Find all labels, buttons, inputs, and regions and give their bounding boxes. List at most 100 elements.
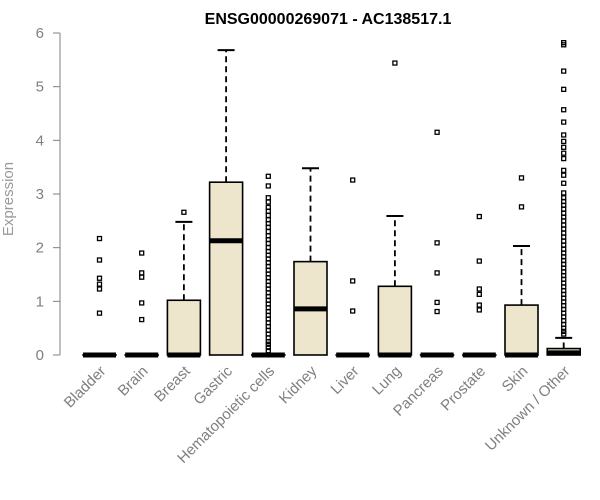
box-group (461, 213, 497, 358)
x-category-label: Breast (151, 362, 194, 405)
outlier-point (476, 307, 482, 313)
outlier-point (265, 341, 271, 347)
outlier-point (476, 302, 482, 308)
outlier-point (265, 224, 271, 230)
outlier-point (265, 199, 271, 205)
outlier-point (265, 195, 271, 201)
outlier-point (350, 308, 356, 314)
outlier-point (96, 275, 103, 281)
x-category-label: Skin (499, 363, 532, 396)
outlier-point (350, 177, 356, 183)
x-category-label: Lung (369, 363, 405, 399)
outlier-point (139, 274, 145, 280)
outlier-point (476, 213, 482, 220)
outlier-point (265, 228, 271, 235)
outlier-point (139, 250, 145, 256)
outlier-point (561, 167, 567, 174)
outlier-point (561, 206, 567, 212)
box-group (377, 60, 413, 358)
x-category-label: Bladder (61, 363, 110, 412)
outlier-point (561, 190, 567, 196)
outlier-point (561, 144, 567, 150)
outlier-point (561, 328, 567, 335)
outlier-point (265, 338, 271, 345)
chart-title: ENSG00000269071 - AC138517.1 (205, 11, 452, 28)
outlier-point (561, 234, 567, 240)
x-category-label: Kidney (276, 362, 321, 407)
outlier-point (434, 299, 440, 306)
outlier-point (561, 218, 567, 224)
x-category-label: Prostate (438, 363, 490, 415)
outlier-point (476, 258, 482, 264)
outlier-point (265, 212, 271, 219)
box-group (251, 173, 286, 358)
box-iqr (504, 304, 539, 356)
outlier-point (476, 286, 482, 292)
y-tick-label: 4 (36, 132, 44, 149)
y-axis-ticks: 0 1 2 3 4 5 6 (36, 25, 60, 364)
outlier-point (518, 204, 525, 210)
y-tick-label: 5 (36, 79, 44, 96)
outlier-point (561, 325, 567, 331)
outlier-point (96, 281, 103, 287)
outlier-point (561, 150, 567, 156)
box-iqr (377, 285, 413, 356)
outlier-point (265, 208, 271, 214)
outlier-point (181, 209, 187, 215)
outlier-point (561, 119, 567, 125)
outlier-point (518, 175, 525, 181)
outlier-point (96, 235, 103, 242)
y-tick-label: 0 (36, 347, 44, 364)
outlier-point (561, 242, 567, 248)
outlier-point (561, 42, 567, 48)
outlier-point (265, 183, 271, 189)
outlier-point (434, 270, 440, 276)
outlier-point (561, 331, 567, 337)
y-tick-label: 6 (36, 25, 44, 42)
outlier-point (434, 129, 440, 135)
box-group (124, 250, 159, 358)
outlier-point (265, 348, 271, 354)
y-tick-label: 2 (36, 240, 44, 257)
box-group (293, 167, 328, 356)
outlier-point (476, 291, 482, 298)
outlier-point (561, 155, 567, 162)
box-group (166, 209, 202, 358)
outlier-point (434, 240, 440, 246)
box-iqr (208, 181, 244, 356)
outlier-point (392, 60, 398, 66)
box-group (208, 49, 244, 356)
outlier-point (561, 132, 567, 138)
outlier-point (265, 344, 271, 351)
box-group (82, 235, 117, 358)
boxplot-boxes (82, 40, 582, 358)
outlier-point (96, 286, 103, 292)
outlier-point (561, 226, 567, 232)
box-iqr (166, 299, 202, 356)
box-group (335, 177, 371, 358)
outlier-point (139, 300, 145, 306)
box-group (504, 175, 539, 358)
outlier-point (139, 316, 145, 323)
outlier-point (96, 310, 103, 316)
outlier-point (561, 138, 567, 145)
outlier-point (561, 107, 567, 113)
outlier-point (350, 278, 356, 284)
outlier-point (561, 68, 567, 74)
box-group (546, 40, 582, 356)
outlier-point (561, 180, 567, 186)
outlier-point (561, 86, 567, 92)
outlier-point (561, 172, 567, 178)
y-tick-label: 3 (36, 186, 44, 203)
box-group (419, 129, 455, 358)
outlier-point (139, 270, 145, 276)
outlier-point (265, 240, 271, 247)
outlier-point (265, 173, 271, 179)
x-category-label: Liver (328, 363, 363, 398)
outlier-point (96, 257, 103, 263)
y-tick-label: 1 (36, 293, 44, 310)
outlier-point (434, 308, 440, 315)
x-category-label: Brain (115, 363, 152, 400)
